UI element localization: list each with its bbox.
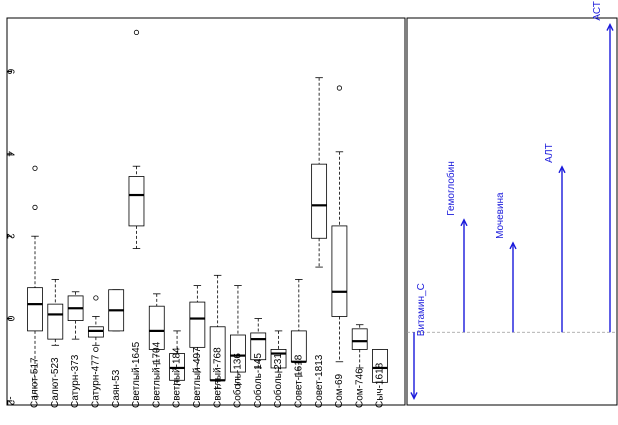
category-label: Сом-746 xyxy=(354,368,365,408)
box-Совет-1813 xyxy=(311,77,328,268)
loading-АСТ: АСТ xyxy=(592,1,614,333)
box-Светлый-768 xyxy=(209,274,226,389)
outlier-point xyxy=(336,85,343,91)
arrow-head xyxy=(509,241,517,250)
category-label: Сатурн-373 xyxy=(70,354,81,408)
loading-Гемоглобин: Гемоглобин xyxy=(445,161,468,333)
category-label: Сыч-1618 xyxy=(375,362,386,408)
outlier-point xyxy=(32,165,38,171)
box-Сыч-1618 xyxy=(372,349,388,383)
arrow-head xyxy=(606,23,614,31)
y-tick-label: -2 xyxy=(4,396,15,405)
category-label: Светлый-768 xyxy=(212,347,223,408)
loading-arrows: Витамин_С Гемоглобин Мочевина АЛТ АСТ xyxy=(410,1,614,400)
boxes xyxy=(27,29,388,398)
category-label: Светлый-184 xyxy=(172,347,183,408)
category-label: Светлый-1645 xyxy=(131,341,142,408)
category-label: Соболь-136 xyxy=(232,353,244,408)
loading-label: Мочевина xyxy=(495,192,506,239)
category-label: Сом-69 xyxy=(334,373,345,408)
category-label: Салют-517 xyxy=(30,357,41,408)
y-tick-label: 6 xyxy=(4,69,15,75)
box-Соболь-231 xyxy=(270,330,287,373)
y-tick-label: 4 xyxy=(4,151,15,157)
loadings-frame xyxy=(406,17,618,406)
category-label: Совет-1813 xyxy=(314,354,325,408)
box-iqr xyxy=(189,301,206,348)
box-Сатурн-373 xyxy=(67,291,84,340)
loadings-panel: Витамин_С Гемоглобин Мочевина АЛТ АСТ xyxy=(406,1,618,406)
box-iqr xyxy=(230,334,246,373)
loading-label: Гемоглобин xyxy=(445,161,457,216)
outlier-point xyxy=(133,29,140,36)
category-label: Соболь-145 xyxy=(252,353,264,408)
box-Светлый-1645 xyxy=(128,29,145,249)
box-iqr xyxy=(47,303,64,340)
category-label: Соболь-231 xyxy=(272,353,284,408)
y-tick-label: 2 xyxy=(4,233,15,239)
category-label: Сатурн-477 xyxy=(91,354,102,408)
loading-label: АСТ xyxy=(592,1,603,20)
category-label: Салют-523 xyxy=(50,357,61,408)
box-Соболь-136 xyxy=(230,285,246,385)
box-Светлый-1704 xyxy=(148,293,165,365)
box-iqr xyxy=(27,287,43,332)
category-label: Светлый-1704 xyxy=(151,341,162,408)
box-Сом-69 xyxy=(331,85,348,363)
box-iqr xyxy=(128,176,145,227)
y-axis: -2 0 2 4 6 xyxy=(4,69,15,406)
box-Светлый-184 xyxy=(169,330,185,385)
box-Соболь-145 xyxy=(250,318,267,369)
category-labels: Салют-517 Салют-523 Сатурн-373 Сатурн-477 Са… xyxy=(30,341,386,408)
outlier-point xyxy=(93,295,99,301)
box-Совет-1618 xyxy=(290,279,307,377)
arrow-head xyxy=(558,165,566,174)
box-iqr xyxy=(351,328,368,350)
box-iqr xyxy=(331,225,348,317)
category-label: Совет-1618 xyxy=(293,354,304,408)
loading-label: Витамин_С xyxy=(416,283,427,336)
loading-label: АЛТ xyxy=(544,143,555,163)
loading-АЛТ: АЛТ xyxy=(544,143,566,333)
box-Сатурн-477 xyxy=(87,295,104,353)
outlier-point xyxy=(32,204,38,210)
box-iqr xyxy=(372,349,388,383)
loading-Витамин_С: Витамин_С xyxy=(410,283,427,400)
box-iqr xyxy=(148,305,165,350)
outlier-point xyxy=(93,346,99,353)
box-iqr xyxy=(311,163,328,239)
box-Сом-746 xyxy=(351,324,368,369)
y-tick-label: 0 xyxy=(4,316,15,322)
loading-Мочевина: Мочевина xyxy=(495,192,517,333)
box-Салют-517 xyxy=(27,165,43,398)
box-Салют-523 xyxy=(47,279,64,346)
boxplot-frame xyxy=(6,17,406,406)
category-label: Светлый-497 xyxy=(192,347,203,408)
arrow-head xyxy=(460,218,468,227)
box-Светлый-497 xyxy=(189,285,206,373)
category-label: Саян-53 xyxy=(111,369,122,408)
boxplot-panel: -2 0 2 4 6 Салют-517 Салют-523 Сатурн-373 Сатур… xyxy=(4,17,406,408)
arrow-head xyxy=(410,392,418,400)
box-Саян-53 xyxy=(108,289,125,332)
